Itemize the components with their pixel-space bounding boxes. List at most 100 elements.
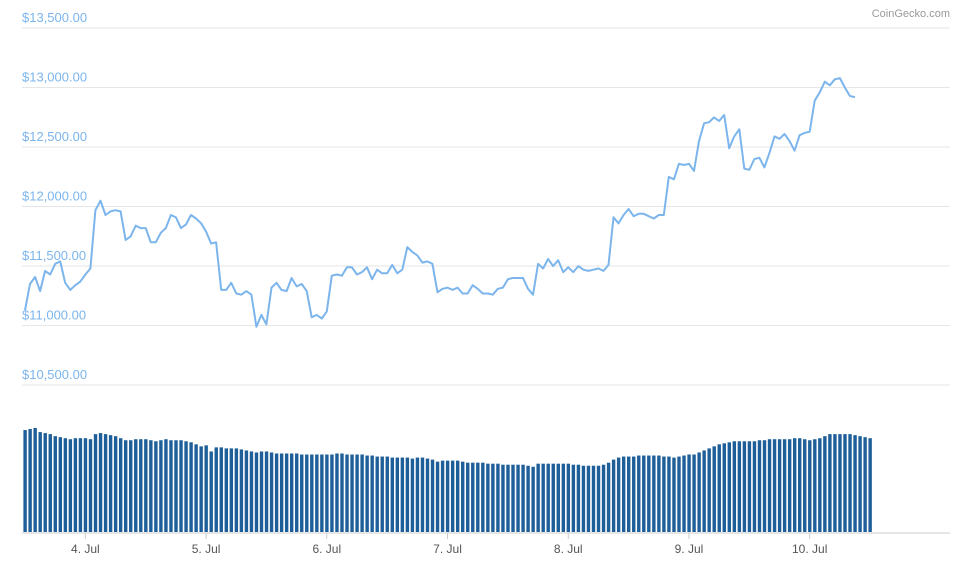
volume-bar [611, 459, 616, 532]
volume-bar [616, 457, 621, 532]
volume-bar [823, 436, 827, 532]
volume-bar [244, 450, 249, 532]
volume-bar [38, 432, 42, 532]
volume-bar [627, 456, 631, 532]
volume-bar [199, 446, 203, 532]
volume-bar [813, 439, 817, 532]
volume-bar [355, 454, 359, 532]
volume-bar [430, 459, 435, 532]
volume-bar [224, 448, 228, 532]
volume-bar [511, 464, 515, 532]
volume-bar [506, 464, 510, 532]
volume-bar [450, 460, 455, 532]
volume-bar [782, 439, 787, 532]
volume-bar [249, 451, 254, 532]
volume-bar [777, 439, 782, 532]
volume-bar [803, 439, 807, 532]
volume-bar [370, 455, 374, 532]
x-tick-label: 7. Jul [433, 542, 462, 556]
volume-bar [385, 456, 389, 532]
volume-bar [53, 436, 57, 532]
volume-bar [108, 435, 113, 532]
volume-bar [466, 462, 470, 532]
volume-bar [315, 454, 319, 532]
volume-bar [23, 430, 27, 532]
volume-bar [234, 448, 239, 532]
volume-bar [692, 454, 696, 532]
volume-bar [194, 444, 198, 532]
x-tick-label: 4. Jul [71, 542, 100, 556]
volume-bar [657, 455, 661, 532]
y-tick-label: $12,500.00 [22, 129, 87, 144]
volume-bar [330, 454, 334, 532]
chart-credit[interactable]: CoinGecko.com [872, 8, 950, 20]
y-tick-label: $13,000.00 [22, 70, 87, 85]
volume-bar [772, 439, 777, 532]
volume-bar [601, 464, 606, 532]
volume-bar [274, 453, 279, 532]
volume-bar [717, 444, 721, 532]
volume-bar [83, 438, 88, 532]
y-tick-label: $10,500.00 [22, 367, 87, 382]
volume-bar [672, 457, 676, 532]
volume-bar [722, 443, 726, 532]
volume-bar [551, 463, 555, 532]
y-axis-labels: $13,500.00 $13,000.00 $12,500.00 $12,000.00… [22, 10, 87, 382]
volume-bar [591, 465, 596, 532]
volume-bar [184, 441, 188, 532]
volume-bar [556, 463, 560, 532]
volume-bar [455, 460, 460, 532]
volume-bar [179, 440, 183, 532]
volume-bar [340, 453, 344, 532]
volume-bar [642, 455, 646, 532]
x-tick-label: 9. Jul [675, 542, 704, 556]
volume-bar [73, 438, 78, 532]
volume-bar [798, 438, 802, 532]
volume-bar [415, 457, 420, 532]
volume-bar [410, 458, 415, 532]
volume-bar [68, 439, 73, 532]
volume-bar [742, 441, 747, 532]
volume-bar [516, 464, 520, 532]
volume-bar [652, 455, 656, 532]
volume-bar [546, 463, 550, 532]
volume-bars [23, 428, 872, 532]
volume-bar [445, 460, 450, 532]
volume-bar [320, 454, 324, 532]
volume-bar [88, 439, 93, 532]
volume-bar [521, 464, 525, 532]
price-line [24, 77, 856, 328]
volume-bar [113, 436, 118, 532]
volume-bar [189, 442, 193, 532]
grid-lines [22, 27, 950, 386]
volume-bar [93, 434, 98, 532]
volume-bar [808, 440, 812, 532]
volume-bar [335, 453, 339, 532]
volume-bar [350, 454, 354, 532]
volume-bar [259, 451, 264, 532]
volume-bar [561, 463, 566, 532]
volume-bar [581, 465, 586, 532]
volume-bar [838, 434, 842, 532]
volume-bar [118, 438, 123, 532]
volume-bar [848, 434, 852, 532]
volume-bar [425, 458, 430, 532]
volume-bar [536, 463, 540, 532]
volume-bar [129, 440, 133, 532]
volume-bar [787, 439, 792, 532]
volume-bar [677, 456, 681, 532]
volume-bar [219, 447, 223, 532]
volume-bar [737, 441, 742, 532]
x-tick-label: 10. Jul [792, 542, 827, 556]
volume-bar [375, 456, 379, 532]
volume-bar [576, 464, 581, 532]
volume-bar [360, 454, 364, 532]
volume-bar [833, 434, 837, 532]
volume-bar [702, 450, 706, 532]
volume-bar [767, 439, 772, 532]
volume-bar [134, 439, 138, 532]
volume-bar [682, 455, 686, 532]
volume-bar [78, 438, 83, 532]
volume-bar [531, 466, 535, 532]
volume-bar [209, 451, 213, 532]
